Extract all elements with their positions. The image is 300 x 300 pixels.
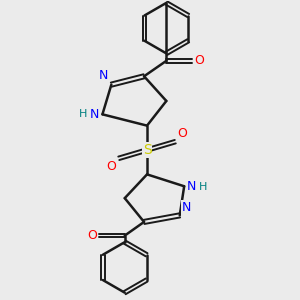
Text: O: O <box>106 160 116 173</box>
Text: H: H <box>79 109 88 119</box>
Text: N: N <box>187 180 196 193</box>
Text: O: O <box>87 229 97 242</box>
Text: N: N <box>98 69 108 82</box>
Text: N: N <box>90 108 100 121</box>
Text: O: O <box>178 127 188 140</box>
Text: H: H <box>199 182 207 192</box>
Text: O: O <box>194 54 204 67</box>
Text: S: S <box>143 143 152 157</box>
Text: N: N <box>182 201 191 214</box>
